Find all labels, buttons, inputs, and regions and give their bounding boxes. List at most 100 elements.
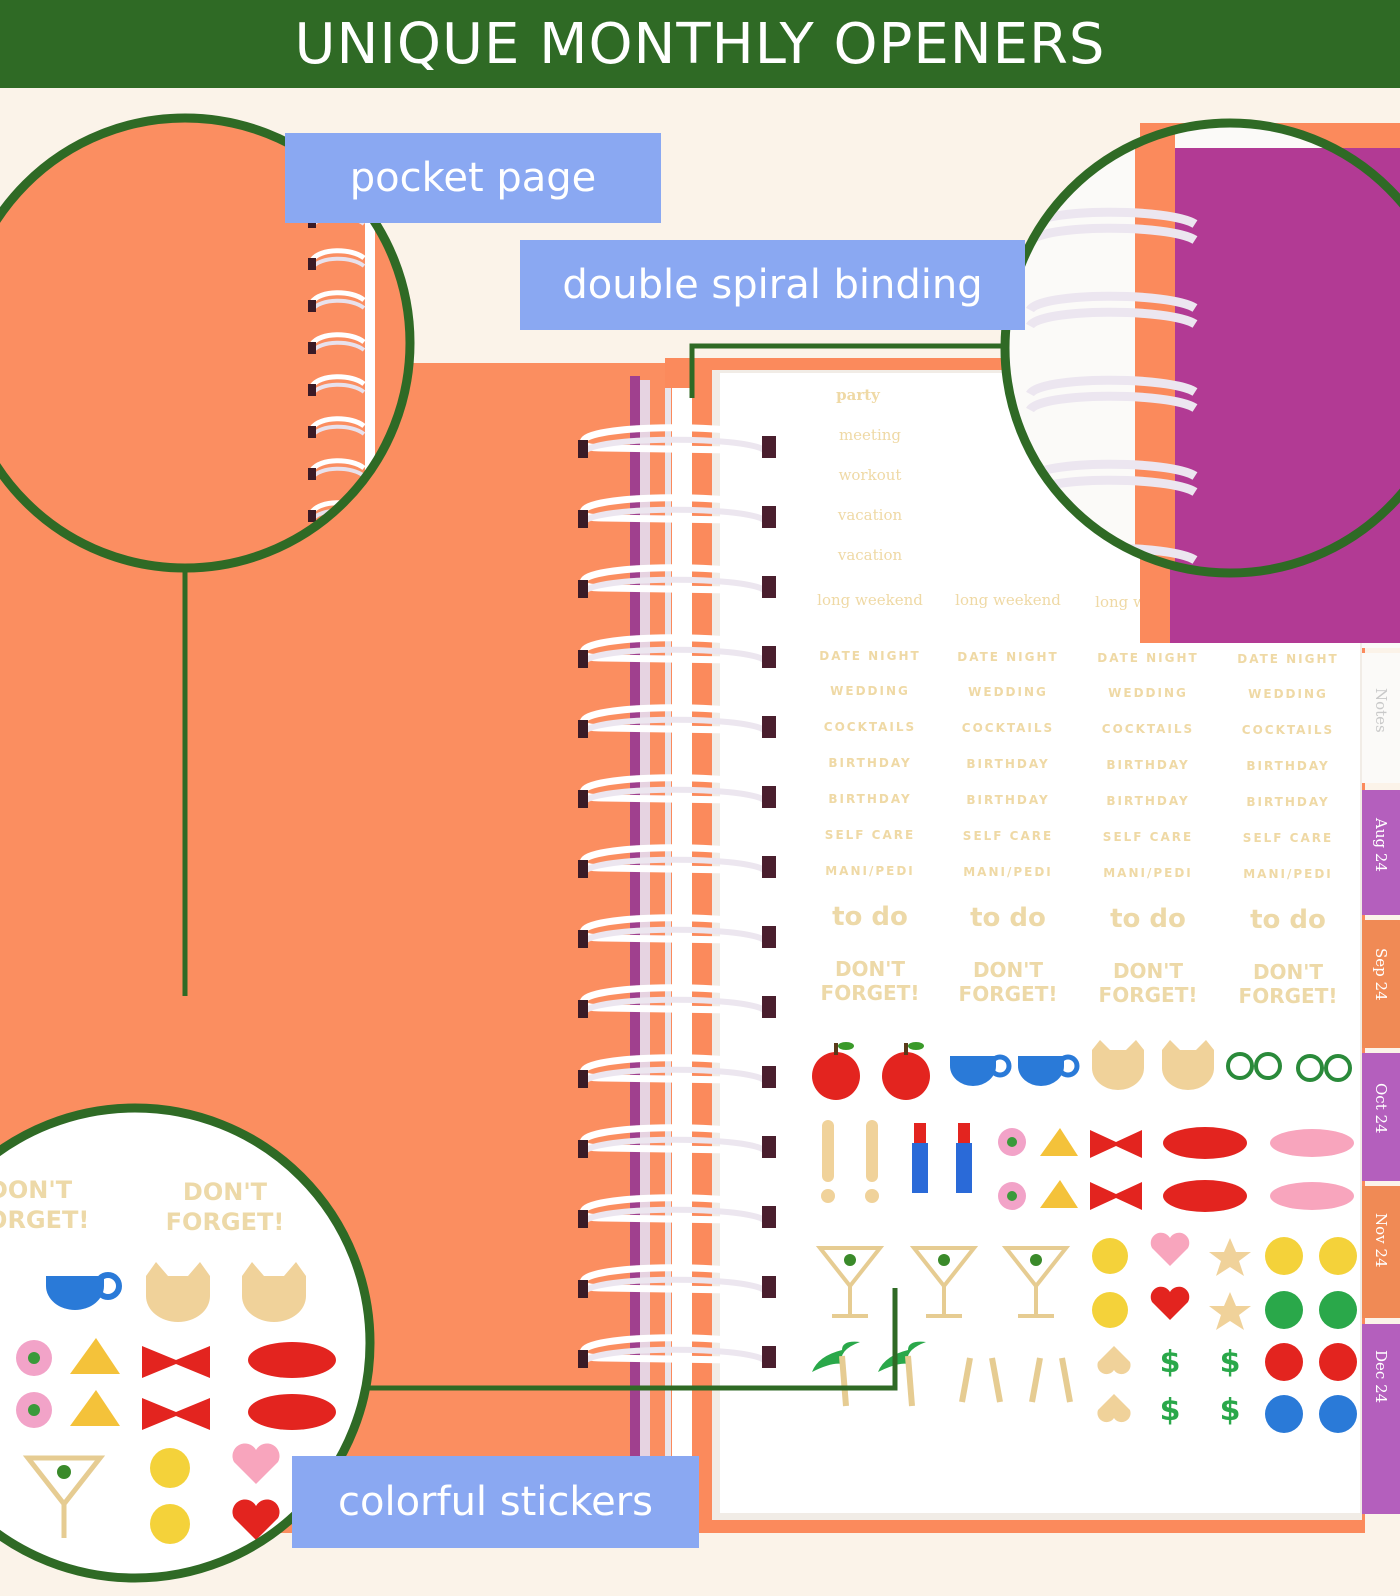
flower-icon (16, 1392, 52, 1428)
smiley-icon (1265, 1237, 1303, 1275)
sticker-caps: MANI/PEDI (825, 864, 915, 878)
dollar-icon: $ (1220, 1393, 1241, 1428)
sticker-word: vacation (837, 546, 903, 564)
flower-icon (998, 1182, 1026, 1210)
cat-icon (242, 1262, 306, 1322)
sticker-word: meeting (839, 426, 901, 444)
sticker-header: party (836, 386, 881, 404)
lipstick-icon (912, 1123, 928, 1193)
tab-label-dec: Dec 24 (1372, 1350, 1390, 1403)
sticker-forget: FORGET! (1239, 984, 1338, 1008)
flower-icon (16, 1340, 52, 1376)
tab-nov (1362, 1186, 1400, 1318)
sticker-caps: WEDDING (968, 685, 1048, 699)
product-scene: lebrations Notes Aug 24 Sep 24 Oct 24 No… (0, 88, 1400, 1592)
sticker-forget: FORGET! (959, 982, 1058, 1006)
word-stickers: party meeting workout vacation vacation … (817, 386, 1341, 1008)
sticker-caps: DATE NIGHT (957, 650, 1058, 664)
heart-icon (1150, 1232, 1190, 1266)
star-icon (1209, 1292, 1251, 1330)
spiral-spine (672, 388, 692, 1528)
sticker-caps: SELF CARE (825, 828, 915, 842)
spade-icon (1097, 1394, 1131, 1423)
dollar-icon: $ (1160, 1393, 1181, 1428)
pizza-icon (1040, 1128, 1078, 1156)
tab-oct (1362, 1053, 1400, 1181)
connector-lines (182, 343, 1008, 1391)
lips-icon (1163, 1180, 1247, 1212)
sticker-long-weekend: long weekend (817, 591, 923, 609)
sticker-to-do: to do (970, 903, 1046, 933)
stickers-connector (362, 1288, 898, 1391)
icon-stickers: $ $ $ $ (812, 1040, 1357, 1433)
smiley-icon (1319, 1291, 1357, 1329)
sticker-word: vacation (837, 506, 903, 524)
sticker-caps: COCKTAILS (1242, 723, 1334, 737)
sticker-forget: FORGET! (1099, 983, 1198, 1007)
sun-icon (150, 1448, 190, 1488)
sticker-caps: COCKTAILS (962, 721, 1054, 735)
callout-double-spiral-binding: double spiral binding (520, 240, 1025, 330)
exclamation-icon (865, 1120, 879, 1203)
sticker-caps: WEDDING (1248, 687, 1328, 701)
banner-title: UNIQUE MONTHLY OPENERS (294, 11, 1106, 77)
callout-double-spiral-binding-label: double spiral binding (562, 262, 983, 308)
tab-label-notes: Notes (1372, 688, 1390, 733)
heart-icon (1150, 1286, 1190, 1320)
coffee-cup-icon (46, 1272, 122, 1310)
heart-eyes-icon (1319, 1343, 1357, 1381)
sticker-caps: DATE NIGHT (1097, 651, 1198, 665)
sticker-caps: BIRTHDAY (828, 756, 911, 770)
sticker-to-do: to do (1250, 905, 1326, 935)
sticker-caps: SELF CARE (1243, 831, 1333, 845)
lips-icon (248, 1394, 336, 1430)
palm-tree-icon (812, 1341, 860, 1407)
martini-icon (909, 1246, 979, 1318)
tab-label-sep: Sep 24 (1372, 948, 1390, 1001)
star-icon (1209, 1238, 1251, 1276)
sticker-caps: WEDDING (830, 684, 910, 698)
sticker-dont: DON'T (835, 957, 905, 981)
cat-icon (1092, 1040, 1144, 1090)
sticker-caps: COCKTAILS (824, 720, 916, 734)
sticker-caps: SELF CARE (1103, 830, 1193, 844)
apple-icon (882, 1042, 930, 1100)
sticker-caps: BIRTHDAY (1106, 794, 1189, 808)
pizza-icon (70, 1390, 120, 1426)
tab-aug (1362, 790, 1400, 915)
apple-icon (812, 1042, 860, 1100)
sticker-caps: BIRTHDAY (1246, 759, 1329, 773)
sticker-caps: BIRTHDAY (1246, 795, 1329, 809)
heart-icon (232, 1499, 280, 1540)
sun-icon (1092, 1292, 1128, 1328)
sticker-to-do: to do (832, 902, 908, 932)
tab-label-nov: Nov 24 (1372, 1213, 1390, 1268)
spade-icon (1097, 1346, 1131, 1375)
sticker-forget: FORGET! (821, 981, 920, 1005)
champagne-icon (959, 1357, 1003, 1403)
callout-colorful-stickers-label: colorful stickers (337, 1479, 654, 1525)
sticker-caps: BIRTHDAY (1106, 758, 1189, 772)
pizza-icon (1040, 1180, 1078, 1208)
banner: UNIQUE MONTHLY OPENERS (0, 0, 1400, 88)
tab-label-oct: Oct 24 (1372, 1083, 1390, 1134)
sunglasses-icon (1226, 1052, 1282, 1080)
callout-pocket-page: pocket page (285, 133, 661, 223)
sticker-caps: SELF CARE (963, 829, 1053, 843)
coffee-cup-icon (1018, 1054, 1080, 1086)
heart-icon (232, 1443, 280, 1484)
palm-tree-icon (878, 1341, 926, 1407)
lips-icon (1270, 1129, 1354, 1157)
sticker-caps: BIRTHDAY (828, 792, 911, 806)
tab-label-aug: Aug 24 (1372, 817, 1390, 872)
sticker-caps: MANI/PEDI (1103, 866, 1193, 880)
lips-icon (1163, 1127, 1247, 1159)
sticker-caps: WEDDING (1108, 686, 1188, 700)
sticker-caps: MANI/PEDI (963, 865, 1053, 879)
cat-icon (1162, 1040, 1214, 1090)
smiley-icon (1265, 1291, 1303, 1329)
sticker-caps: DATE NIGHT (1237, 652, 1338, 666)
sticker-long-weekend: long weekend (955, 591, 1061, 609)
zoom-sticker-dont: DON'T (183, 1178, 268, 1206)
dollar-icon: $ (1220, 1345, 1241, 1380)
